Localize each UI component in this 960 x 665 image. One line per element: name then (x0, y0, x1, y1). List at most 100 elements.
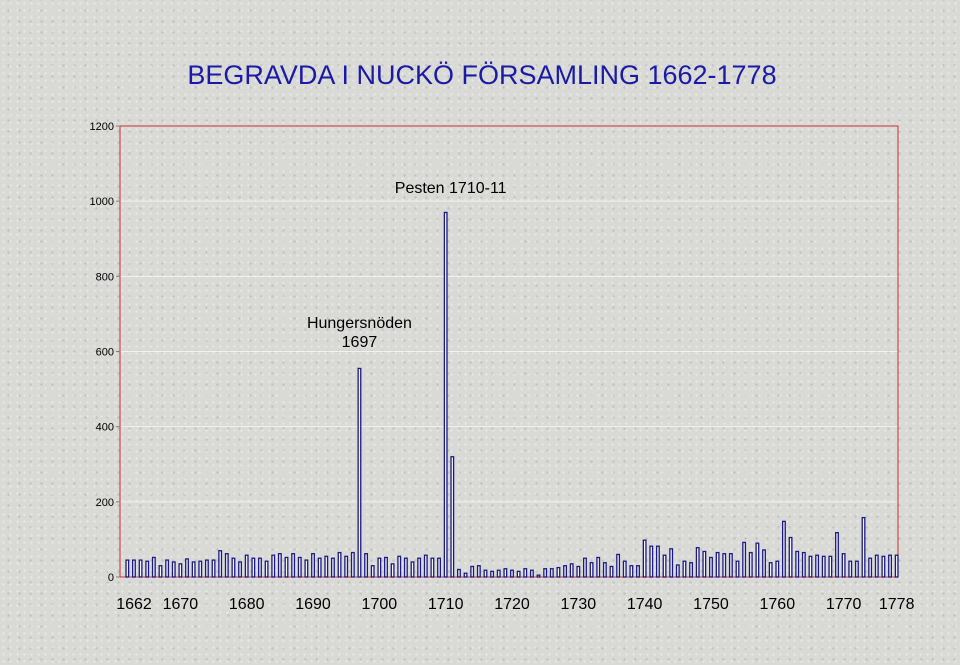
bar (364, 553, 369, 578)
x-tick-label: 1700 (362, 596, 398, 613)
bar (350, 551, 355, 578)
bar (888, 554, 893, 578)
bar (516, 570, 521, 578)
y-tick-label: 1200 (90, 121, 114, 133)
bar (549, 568, 554, 578)
bar (198, 560, 203, 578)
x-tick-label: 1730 (561, 596, 597, 613)
bar (821, 555, 826, 578)
bar (894, 554, 899, 578)
bar (125, 559, 130, 578)
bar (609, 565, 614, 578)
bar (284, 556, 289, 578)
bar (377, 557, 382, 578)
bar (450, 456, 455, 578)
bar (258, 557, 262, 578)
bar (277, 553, 282, 578)
bar (456, 568, 461, 578)
annotation: Hungersnöden 1697 (307, 315, 412, 351)
x-tick-label: 1680 (229, 596, 265, 613)
bar (715, 551, 720, 578)
bar (702, 550, 707, 578)
bar (682, 560, 687, 578)
bar (510, 569, 514, 578)
bar (868, 557, 873, 578)
bar (503, 568, 508, 578)
bar (675, 564, 680, 578)
bar (178, 563, 183, 578)
bar (191, 561, 196, 578)
annotation-line: Pesten 1710-11 (395, 180, 507, 197)
y-tick-label: 400 (96, 422, 114, 434)
bar (151, 556, 156, 578)
bar (556, 566, 561, 578)
annotation-line: 1697 (342, 334, 378, 351)
bar (496, 569, 501, 578)
bar (881, 555, 886, 578)
x-tick-label: 1770 (826, 596, 862, 613)
y-tick-label: 200 (96, 497, 114, 509)
bar (695, 547, 700, 578)
bar (324, 555, 329, 578)
bar (854, 560, 859, 578)
x-tick-label: 1740 (627, 596, 663, 613)
bar (742, 541, 747, 578)
bar (596, 556, 601, 578)
bar (722, 553, 727, 578)
bar (795, 550, 800, 578)
x-tick-label: 1662 (116, 596, 152, 613)
bar (430, 557, 435, 578)
bar (536, 574, 541, 578)
bar (317, 557, 322, 578)
x-tick-label: 1720 (494, 596, 530, 613)
bar (204, 559, 209, 578)
x-tick-label: 1670 (163, 596, 199, 613)
bar (662, 554, 667, 578)
annotation: Pesten 1710-11 (395, 180, 507, 197)
bar (748, 551, 753, 578)
grid (120, 200, 898, 503)
bar (828, 555, 833, 578)
bar (476, 565, 481, 578)
bar (543, 568, 548, 578)
x-axis: 1662 1670 1680 1690 1700 1710 1720 1730 1740 1750… (116, 596, 914, 613)
x-tick-label: 1710 (428, 596, 464, 613)
bar (815, 554, 820, 578)
bar (158, 565, 163, 578)
bar (622, 560, 627, 578)
bar (529, 569, 534, 578)
bar (384, 556, 388, 578)
chart-title: BEGRAVDA I NUCKÖ FÖRSAMLING 1662-1778 (187, 60, 776, 90)
bar (629, 565, 634, 578)
bar (689, 562, 694, 578)
bar (523, 568, 528, 578)
bars (125, 211, 899, 578)
bar (185, 558, 189, 578)
x-tick-label: 1750 (693, 596, 729, 613)
bar (145, 560, 150, 578)
bar (330, 557, 335, 578)
bar (583, 557, 587, 578)
bar (616, 553, 621, 578)
bar (297, 556, 302, 578)
bar (788, 536, 793, 578)
bar (848, 560, 853, 578)
bar (370, 565, 375, 578)
y-tick-label: 1000 (90, 196, 114, 208)
bar (218, 550, 223, 578)
bar (357, 367, 362, 578)
bar (397, 555, 402, 578)
bar (655, 545, 660, 578)
bar (224, 553, 229, 578)
y-axis: 0 200 400 600 800 1000 1200 (90, 121, 120, 584)
bar (390, 563, 395, 578)
bar (417, 557, 422, 578)
bar (238, 561, 243, 578)
bar (311, 553, 315, 578)
annotation-line: Hungersnöden (307, 315, 412, 332)
x-tick-label: 1690 (295, 596, 331, 613)
bar (841, 553, 846, 578)
x-tick-label: 1760 (760, 596, 796, 613)
bar (251, 557, 256, 578)
